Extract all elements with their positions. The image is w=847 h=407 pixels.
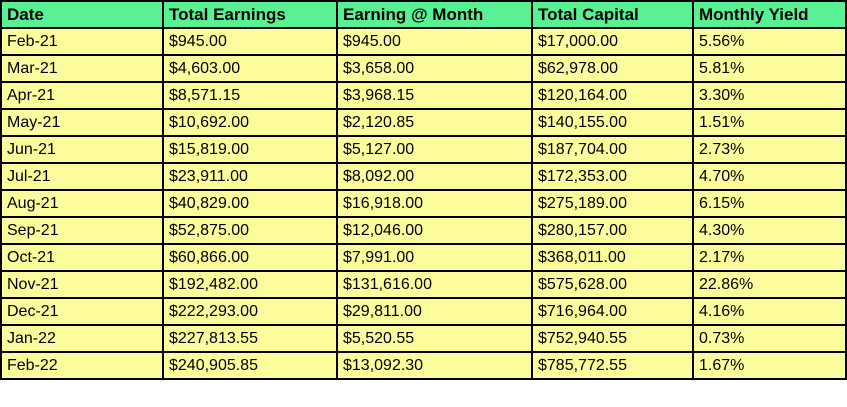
table-cell[interactable]: $8,571.15 [162,81,338,110]
table-cell[interactable]: Nov-21 [0,270,164,299]
table-cell[interactable]: $4,603.00 [162,54,338,83]
table-cell[interactable]: 1.51% [692,108,847,137]
table-row: Jan-22 $227,813.55 $5,520.55 $752,940.55 0.7… [0,324,847,353]
table-row: Feb-21 $945.00 $945.00 $17,000.00 5.56% [0,27,847,56]
table-cell[interactable]: 5.81% [692,54,847,83]
table-row: Nov-21 $192,482.00 $131,616.00 $575,628.00 2… [0,270,847,299]
table-row: May-21 $10,692.00 $2,120.85 $140,155.00 1.51… [0,108,847,137]
table-cell[interactable]: May-21 [0,108,164,137]
table-cell[interactable]: 3.30% [692,81,847,110]
table-cell[interactable]: $187,704.00 [531,135,694,164]
table-cell[interactable]: $7,991.00 [336,243,533,272]
table-row: Aug-21 $40,829.00 $16,918.00 $275,189.00 6.1… [0,189,847,218]
table-cell[interactable]: $62,978.00 [531,54,694,83]
table-cell[interactable]: $13,092.30 [336,351,533,380]
table-cell[interactable]: $3,968.15 [336,81,533,110]
table-cell[interactable]: $716,964.00 [531,297,694,326]
table-row: Feb-22 $240,905.85 $13,092.30 $785,772.55 1.… [0,351,847,380]
table-cell[interactable]: $192,482.00 [162,270,338,299]
table-cell[interactable]: $140,155.00 [531,108,694,137]
table-cell[interactable]: $131,616.00 [336,270,533,299]
table-row: Mar-21 $4,603.00 $3,658.00 $62,978.00 5.81% [0,54,847,83]
table-cell[interactable]: $280,157.00 [531,216,694,245]
table-cell[interactable]: $5,520.55 [336,324,533,353]
header-cell-date[interactable]: Date [0,0,164,29]
table-cell[interactable]: Feb-22 [0,351,164,380]
table-row: Jul-21 $23,911.00 $8,092.00 $172,353.00 4.70… [0,162,847,191]
table-cell[interactable]: 6.15% [692,189,847,218]
table-cell[interactable]: 0.73% [692,324,847,353]
table-cell[interactable]: 1.67% [692,351,847,380]
table-cell[interactable]: $222,293.00 [162,297,338,326]
table-cell[interactable]: $16,918.00 [336,189,533,218]
table-cell[interactable]: $945.00 [162,27,338,56]
table-cell[interactable]: $52,875.00 [162,216,338,245]
table-cell[interactable]: $3,658.00 [336,54,533,83]
table-cell[interactable]: Jun-21 [0,135,164,164]
header-cell-earning-at-month[interactable]: Earning @ Month [336,0,533,29]
table-cell[interactable]: $10,692.00 [162,108,338,137]
table-cell[interactable]: Apr-21 [0,81,164,110]
table-cell[interactable]: 22.86% [692,270,847,299]
table-cell[interactable]: $8,092.00 [336,162,533,191]
table-cell[interactable]: $29,811.00 [336,297,533,326]
table-cell[interactable]: Dec-21 [0,297,164,326]
table-body: Feb-21 $945.00 $945.00 $17,000.00 5.56% Mar-2… [0,27,847,380]
table-cell[interactable]: $60,866.00 [162,243,338,272]
table-row: Apr-21 $8,571.15 $3,968.15 $120,164.00 3.30% [0,81,847,110]
table-cell[interactable]: $15,819.00 [162,135,338,164]
table-cell[interactable]: $752,940.55 [531,324,694,353]
table-cell[interactable]: $227,813.55 [162,324,338,353]
table-cell[interactable]: Mar-21 [0,54,164,83]
table-cell[interactable]: $368,011.00 [531,243,694,272]
earnings-table: Date Total Earnings Earning @ Month Tota… [0,0,847,380]
table-cell[interactable]: 4.16% [692,297,847,326]
table-cell[interactable]: $17,000.00 [531,27,694,56]
table-cell[interactable]: $945.00 [336,27,533,56]
table-row: Jun-21 $15,819.00 $5,127.00 $187,704.00 2.73… [0,135,847,164]
table-cell[interactable]: Aug-21 [0,189,164,218]
table-cell[interactable]: Oct-21 [0,243,164,272]
header-cell-monthly-yield[interactable]: Monthly Yield [692,0,847,29]
table-cell[interactable]: 5.56% [692,27,847,56]
table-cell[interactable]: Feb-21 [0,27,164,56]
table-cell[interactable]: $575,628.00 [531,270,694,299]
table-row: Dec-21 $222,293.00 $29,811.00 $716,964.00 4.… [0,297,847,326]
table-cell[interactable]: $240,905.85 [162,351,338,380]
table-cell[interactable]: 2.17% [692,243,847,272]
table-row: Sep-21 $52,875.00 $12,046.00 $280,157.00 4.3… [0,216,847,245]
header-cell-total-capital[interactable]: Total Capital [531,0,694,29]
table-row: Oct-21 $60,866.00 $7,991.00 $368,011.00 2.17… [0,243,847,272]
table-cell[interactable]: $785,772.55 [531,351,694,380]
table-cell[interactable]: $2,120.85 [336,108,533,137]
header-row: Date Total Earnings Earning @ Month Tota… [0,0,847,29]
table-cell[interactable]: $275,189.00 [531,189,694,218]
table-cell[interactable]: $120,164.00 [531,81,694,110]
table-cell[interactable]: 2.73% [692,135,847,164]
table-cell[interactable]: Sep-21 [0,216,164,245]
header-cell-total-earnings[interactable]: Total Earnings [162,0,338,29]
table-cell[interactable]: 4.30% [692,216,847,245]
table-cell[interactable]: $172,353.00 [531,162,694,191]
table-cell[interactable]: 4.70% [692,162,847,191]
table-cell[interactable]: Jan-22 [0,324,164,353]
table-cell[interactable]: Jul-21 [0,162,164,191]
table-cell[interactable]: $23,911.00 [162,162,338,191]
table-cell[interactable]: $40,829.00 [162,189,338,218]
table-cell[interactable]: $5,127.00 [336,135,533,164]
table-cell[interactable]: $12,046.00 [336,216,533,245]
